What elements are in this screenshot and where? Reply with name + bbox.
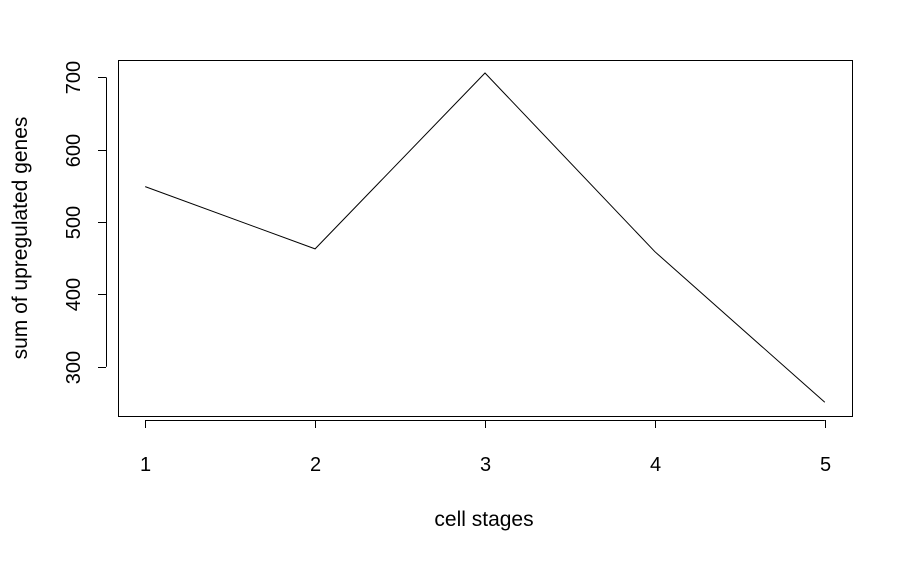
y-axis-title: sum of upregulated genes [9, 117, 32, 360]
y-tick-label: 500 [63, 206, 85, 239]
x-tick-label: 5 [820, 454, 831, 476]
x-tick-label: 4 [650, 454, 661, 476]
y-tick-label: 700 [63, 61, 85, 94]
x-tick-label: 3 [480, 454, 491, 476]
series-line [145, 72, 826, 403]
y-tick-label: 400 [63, 278, 85, 311]
x-tick-label: 2 [310, 454, 321, 476]
y-axis: 300 400 500 600 700 [63, 61, 107, 384]
x-axis-title: cell stages [434, 508, 533, 531]
y-tick-label: 600 [63, 134, 85, 167]
series [145, 72, 826, 403]
x-tick-label: 1 [140, 454, 151, 476]
y-tick-label: 300 [63, 351, 85, 384]
plot-frame [118, 60, 853, 417]
x-axis: 1 2 3 4 5 [140, 420, 831, 476]
